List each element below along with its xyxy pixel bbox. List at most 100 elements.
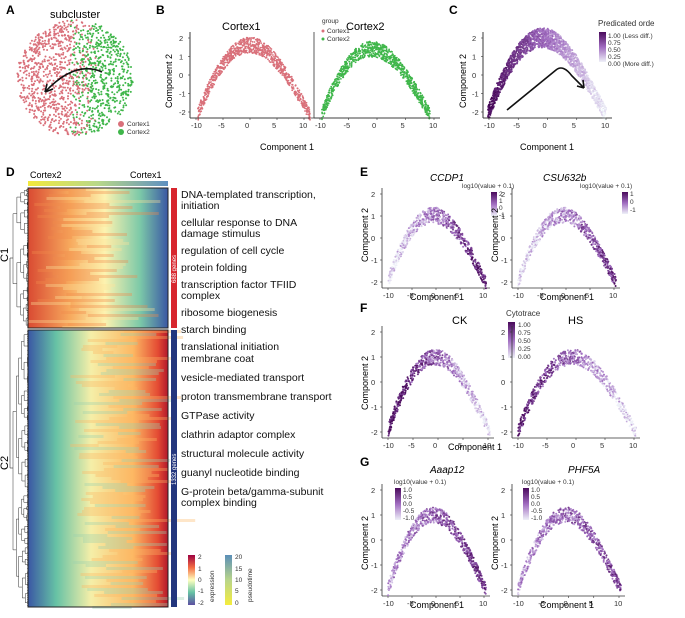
cell-point: [49, 31, 51, 34]
cell-point: [419, 101, 422, 104]
panel-label-f: F: [360, 301, 367, 315]
cell-point: [422, 96, 425, 98]
cell-point: [243, 38, 246, 41]
cell-point: [95, 45, 98, 48]
heatmap-cell: [106, 579, 139, 582]
cell-point: [42, 75, 45, 77]
cell-point: [391, 64, 394, 67]
cell-point: [554, 34, 557, 37]
cell-point: [322, 105, 325, 108]
cell-point: [27, 97, 30, 100]
cell-point: [204, 94, 206, 97]
cell-point: [70, 19, 73, 22]
heatmap-cell: [110, 582, 144, 585]
cell-point: [31, 75, 33, 78]
cell-point: [418, 88, 421, 91]
cell-point: [600, 102, 603, 104]
x-tick-label: -10: [383, 291, 394, 300]
cell-point: [16, 72, 19, 75]
cell-point: [102, 119, 105, 122]
cell-point: [79, 95, 82, 98]
cell-point: [50, 121, 52, 124]
cell-point: [119, 100, 122, 103]
cell-point: [223, 64, 226, 66]
cell-point: [27, 60, 30, 63]
cell-point: [342, 76, 345, 79]
cell-point: [336, 81, 339, 83]
cell-point: [109, 60, 112, 63]
cell-point: [305, 113, 308, 115]
cell-point: [341, 72, 344, 75]
cell-point: [224, 56, 226, 58]
heatmap-cell: [93, 351, 114, 354]
cell-point: [111, 91, 114, 94]
cell-point: [116, 77, 119, 80]
cell-point: [220, 72, 222, 75]
cell-point: [77, 45, 79, 48]
cell-point: [72, 113, 75, 116]
cell-point: [384, 59, 387, 62]
cell-point: [67, 104, 70, 106]
cell-point: [53, 86, 56, 89]
cell-point: [400, 74, 402, 76]
heatmap-cell: [70, 375, 115, 378]
cell-point: [393, 62, 396, 65]
cell-point: [297, 98, 299, 100]
cell-point: [501, 72, 504, 75]
cell-point: [37, 37, 40, 39]
cell-point: [57, 34, 60, 37]
cell-point: [38, 120, 41, 123]
cell-point: [29, 42, 32, 45]
panel-d-pseudotime-bar: [28, 181, 168, 186]
cell-point: [379, 47, 381, 50]
cell-point: [258, 52, 261, 55]
cell-point: [375, 56, 378, 58]
cell-point: [549, 34, 552, 37]
cell-point: [259, 46, 262, 49]
cell-point: [42, 84, 45, 87]
cell-point: [119, 40, 122, 43]
panel-c-scatter: [487, 27, 607, 124]
cell-point: [54, 24, 57, 26]
cell-point: [56, 71, 58, 73]
cell-point: [101, 102, 104, 105]
cell-point: [407, 82, 410, 84]
cell-point: [53, 90, 56, 93]
cell-point: [47, 98, 50, 100]
cell-point: [122, 106, 125, 109]
cell-point: [568, 49, 571, 52]
cell-point: [377, 50, 380, 53]
cell-point: [78, 87, 81, 90]
cell-point: [397, 65, 400, 67]
cell-point: [25, 96, 28, 99]
heatmap-cell: [102, 555, 131, 558]
heatmap-cell: [119, 399, 174, 402]
heatmap-cell: [46, 266, 123, 269]
cell-point: [484, 287, 487, 290]
cell-point: [89, 44, 92, 47]
cell-point: [76, 24, 79, 27]
cell-point: [122, 99, 125, 101]
cell-point: [75, 84, 78, 87]
cell-point: [71, 61, 74, 64]
cell-point: [60, 68, 63, 71]
cell-point: [402, 76, 405, 79]
cell-point: [97, 89, 100, 91]
cell-point: [97, 109, 100, 112]
cell-point: [257, 38, 260, 41]
heatmap-cell: [119, 426, 161, 429]
cell-point: [75, 79, 78, 82]
cell-point: [385, 53, 388, 55]
cell-point: [197, 115, 200, 118]
cell-point: [95, 66, 98, 69]
cell-point: [92, 87, 95, 90]
cell-point: [58, 103, 61, 106]
cell-point: [331, 93, 333, 95]
x-tick-label: -10: [191, 121, 202, 130]
cell-point: [68, 123, 70, 126]
cell-point: [280, 63, 283, 65]
cell-point: [72, 89, 75, 92]
cell-point: [117, 50, 120, 53]
cell-point: [102, 120, 105, 123]
cell-point: [374, 54, 377, 57]
